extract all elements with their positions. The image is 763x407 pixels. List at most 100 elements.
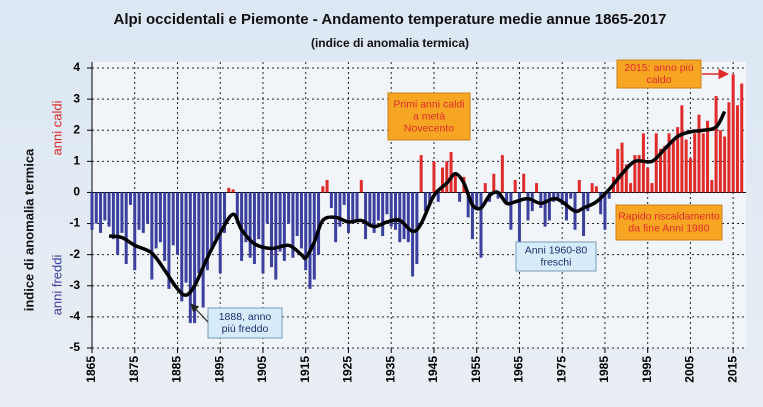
- bar: [291, 192, 295, 258]
- bar: [180, 192, 184, 302]
- bar: [346, 192, 350, 233]
- bar: [411, 192, 415, 277]
- y-label-warm: anni caldi: [49, 100, 64, 155]
- bar: [193, 192, 197, 324]
- bar: [663, 145, 667, 193]
- y-tick-label: 2: [73, 122, 80, 136]
- bar: [351, 192, 355, 224]
- bar: [569, 192, 573, 199]
- x-tick-label: 1875: [127, 356, 141, 383]
- bar: [227, 187, 231, 193]
- bar: [539, 192, 543, 208]
- bar: [603, 192, 607, 230]
- bar: [436, 192, 440, 202]
- bar: [329, 192, 333, 208]
- bar: [470, 192, 474, 240]
- bar: [693, 133, 697, 193]
- bar: [150, 192, 154, 280]
- bar: [432, 161, 436, 193]
- bar: [372, 192, 376, 233]
- bar: [582, 192, 586, 236]
- bar: [389, 192, 393, 227]
- annotation-text: Primi anni caldi: [393, 98, 464, 110]
- bar: [543, 192, 547, 227]
- bar: [359, 180, 363, 193]
- bar: [616, 148, 620, 193]
- y-tick-label: 1: [73, 154, 80, 168]
- bar: [556, 192, 560, 199]
- bar: [586, 192, 590, 212]
- x-tick-label: 1975: [554, 356, 568, 383]
- bar: [270, 192, 274, 268]
- bar: [223, 192, 227, 233]
- bar: [740, 83, 744, 193]
- bar: [535, 183, 539, 193]
- bar: [398, 192, 402, 243]
- bar: [620, 142, 624, 193]
- annotation-box: [207, 307, 283, 339]
- bar: [299, 192, 303, 249]
- annotation-text: caldo: [646, 74, 671, 86]
- bar: [244, 192, 248, 243]
- bar: [735, 105, 739, 193]
- bar: [94, 192, 98, 224]
- bar: [509, 192, 513, 230]
- x-tick-label: 1945: [426, 356, 440, 383]
- bar: [368, 192, 372, 227]
- bar: [423, 192, 427, 212]
- bar: [205, 192, 209, 271]
- bar: [103, 192, 107, 221]
- bar: [496, 192, 500, 199]
- annotation-box: [387, 92, 471, 141]
- y-axis-label: indice di anomalia termica: [21, 148, 36, 311]
- bar: [667, 133, 671, 193]
- y-tick-label: 4: [73, 60, 80, 74]
- bar: [633, 155, 637, 193]
- bar: [124, 192, 128, 264]
- y-tick-label: 3: [73, 91, 80, 105]
- bar: [624, 164, 628, 193]
- bar: [718, 130, 722, 193]
- bar: [560, 192, 564, 205]
- bar: [338, 192, 342, 227]
- chart-subtitle: (indice di anomalia termica): [311, 36, 469, 50]
- bar: [492, 173, 496, 193]
- bar: [167, 192, 171, 289]
- x-tick-label: 1895: [212, 356, 226, 383]
- bar: [197, 192, 201, 274]
- bar: [304, 192, 308, 271]
- bar: [137, 192, 141, 230]
- bar: [287, 192, 291, 224]
- bar: [458, 192, 462, 202]
- bar: [659, 148, 663, 193]
- annotation-text: Rapido riscaldamento: [618, 210, 720, 222]
- bar: [385, 192, 389, 215]
- bar: [680, 105, 684, 193]
- bar: [607, 192, 611, 199]
- bar: [381, 192, 385, 236]
- x-tick-label: 1995: [640, 356, 654, 383]
- x-tick-label: 1955: [469, 356, 483, 383]
- bar: [90, 192, 94, 230]
- bar: [723, 136, 727, 193]
- y-tick-label: -3: [69, 278, 80, 292]
- bar: [312, 192, 316, 280]
- bar: [402, 192, 406, 240]
- annotation-text: più freddo: [222, 323, 269, 335]
- bar: [146, 192, 150, 224]
- bar: [445, 161, 449, 193]
- bar: [99, 192, 103, 233]
- bar: [265, 192, 269, 224]
- bar: [727, 102, 731, 193]
- bar: [278, 192, 282, 252]
- bar: [308, 192, 312, 289]
- chart-title: Alpi occidentali e Piemonte - Andamento …: [114, 11, 667, 28]
- x-tick-label: 1915: [298, 356, 312, 383]
- trend-line: [108, 110, 727, 297]
- bar: [376, 192, 380, 221]
- bar: [163, 192, 167, 261]
- annotation-arrow: [190, 303, 209, 323]
- bar: [248, 192, 252, 258]
- annotation-box: [515, 241, 597, 272]
